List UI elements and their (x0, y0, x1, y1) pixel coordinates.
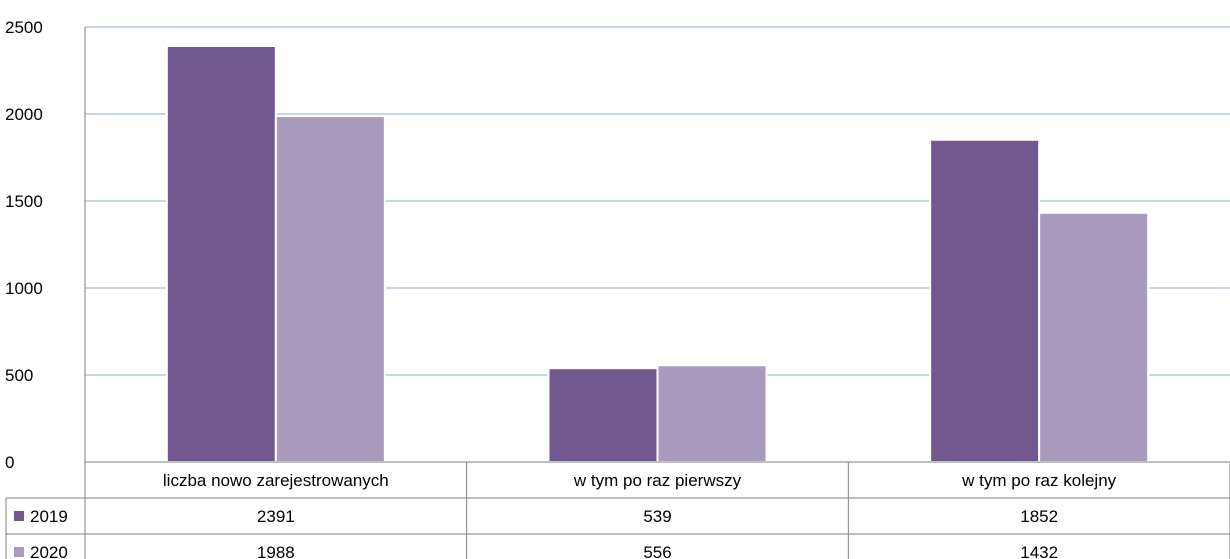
data-label: 2391 (257, 507, 295, 526)
y-tick-label: 1500 (5, 192, 43, 211)
category-label: w tym po raz kolejny (961, 471, 1116, 490)
legend-swatch (14, 511, 24, 521)
y-tick-label: 2500 (5, 18, 43, 37)
legend-label: 2019 (30, 507, 68, 526)
bars (165, 44, 1150, 464)
legend-label: 2020 (30, 543, 68, 559)
y-axis: 0 500 1000 1500 2000 2500 (5, 18, 86, 472)
data-label: 556 (643, 543, 671, 559)
category-label: liczba nowo zarejestrowanych (163, 471, 389, 490)
bar (656, 364, 768, 464)
y-tick-label: 500 (5, 366, 33, 385)
legend-swatch (14, 547, 24, 557)
bar (547, 367, 659, 463)
data-label: 1988 (257, 543, 295, 559)
bar (929, 138, 1041, 463)
data-label: 1852 (1020, 507, 1058, 526)
data-label: 539 (643, 507, 671, 526)
y-tick-label: 0 (5, 453, 14, 472)
y-tick-label: 2000 (5, 105, 43, 124)
bar (1038, 211, 1150, 463)
data-table: liczba nowo zarejestrowanych w tym po raz… (5, 461, 1230, 559)
bar (165, 44, 277, 463)
category-label: w tym po raz pierwszy (573, 471, 742, 490)
bar (274, 115, 386, 463)
data-label: 1432 (1020, 543, 1058, 559)
y-tick-label: 1000 (5, 279, 43, 298)
